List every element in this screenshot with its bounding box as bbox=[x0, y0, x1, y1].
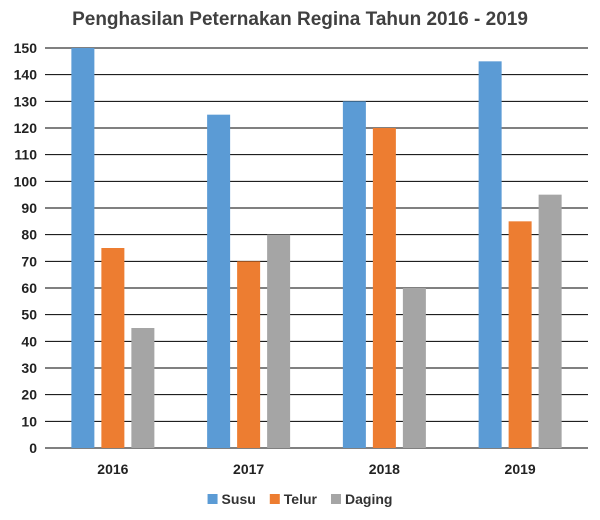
legend-swatch bbox=[269, 494, 280, 504]
y-tick-label: 150 bbox=[14, 40, 38, 56]
bar-susu-2019 bbox=[478, 61, 502, 448]
bar-susu-2018 bbox=[342, 101, 366, 448]
y-tick-label: 70 bbox=[21, 253, 37, 269]
bar-susu-2016 bbox=[71, 48, 95, 448]
x-tick-label: 2017 bbox=[233, 461, 264, 477]
y-tick-label: 140 bbox=[14, 67, 38, 83]
legend-label: Daging bbox=[345, 491, 392, 507]
legend-label: Telur bbox=[284, 491, 318, 507]
y-tick-label: 120 bbox=[14, 120, 38, 136]
chart-title: Penghasilan Peternakan Regina Tahun 2016… bbox=[72, 9, 528, 30]
y-tick-label: 110 bbox=[14, 147, 37, 163]
y-tick-label: 10 bbox=[21, 413, 37, 429]
x-tick-label: 2018 bbox=[369, 461, 400, 477]
y-tick-label: 80 bbox=[21, 227, 37, 243]
y-tick-label: 50 bbox=[21, 307, 37, 323]
y-tick-label: 130 bbox=[14, 93, 38, 109]
bar-telur-2018 bbox=[372, 128, 396, 448]
bar-telur-2019 bbox=[508, 221, 532, 448]
legend-item-daging: Daging bbox=[330, 491, 392, 507]
bar-daging-2018 bbox=[402, 288, 426, 448]
y-axis-ticks: 0 10 20 30 40 50 60 70 80 90 100 110 120 130 140 150 bbox=[14, 40, 38, 456]
x-tick-label: 2019 bbox=[505, 461, 536, 477]
gridlines bbox=[45, 47, 588, 449]
bar-telur-2016 bbox=[101, 248, 125, 448]
y-tick-label: 30 bbox=[21, 360, 37, 376]
legend: Susu Telur Daging bbox=[207, 491, 392, 507]
bar-daging-2019 bbox=[538, 194, 562, 448]
legend-label: Susu bbox=[222, 491, 256, 507]
y-tick-label: 20 bbox=[21, 387, 37, 403]
legend-swatch bbox=[207, 494, 218, 504]
x-tick-label: 2016 bbox=[97, 461, 128, 477]
legend-item-telur: Telur bbox=[269, 491, 318, 507]
y-tick-label: 40 bbox=[21, 333, 37, 349]
bar-daging-2016 bbox=[131, 328, 155, 448]
legend-swatch bbox=[330, 494, 341, 504]
y-tick-label: 60 bbox=[21, 280, 37, 296]
bar-susu-2017 bbox=[207, 114, 231, 449]
x-axis-ticks: 2016 2017 2018 2019 bbox=[97, 461, 536, 477]
y-tick-label: 0 bbox=[29, 440, 37, 456]
legend-item-susu: Susu bbox=[207, 491, 256, 507]
y-tick-label: 100 bbox=[14, 173, 38, 189]
y-tick-label: 90 bbox=[21, 200, 37, 216]
bars bbox=[71, 48, 562, 449]
bar-daging-2017 bbox=[267, 234, 291, 448]
bar-telur-2017 bbox=[237, 261, 261, 448]
